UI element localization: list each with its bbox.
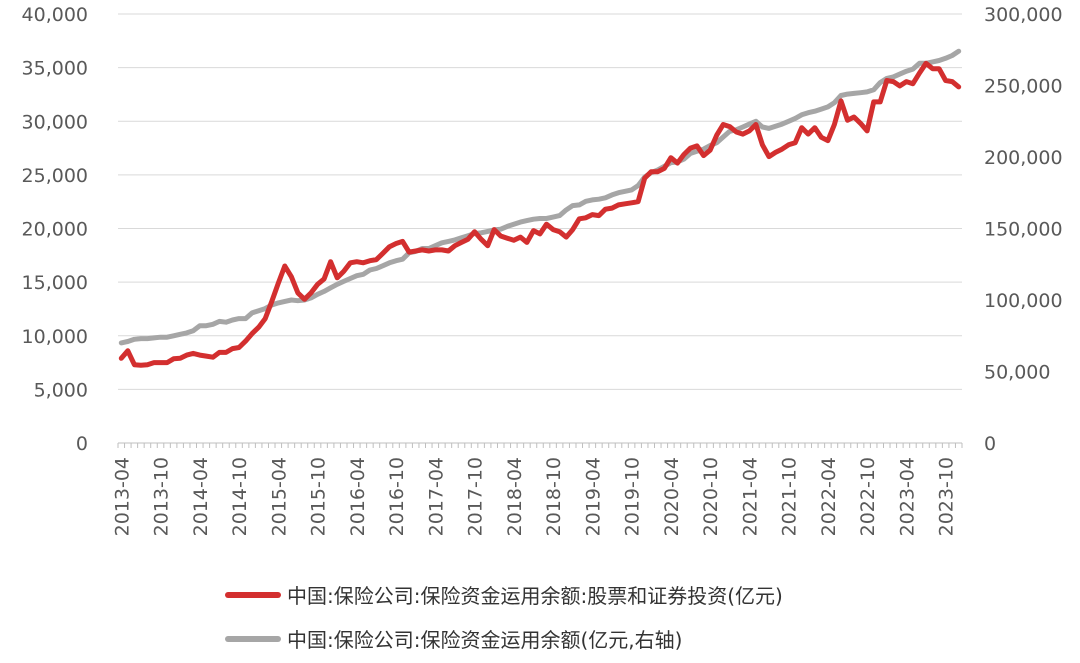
x-tick-label: 2020-10 [700,457,722,536]
gridlines [118,14,962,389]
x-axis-labels: 2013-04 2013-10 2014-04 2014-10 2015-04 2015-… [111,457,957,536]
x-tick-label: 2020-04 [661,457,683,536]
x-tick-label: 2016-04 [347,457,369,536]
left-tick-label: 5,000 [34,379,88,401]
right-axis-labels: 0 50,000 100,000 150,000 200,000 250,000 300,0… [984,4,1063,455]
x-tick-label: 2014-04 [190,457,212,536]
legend-swatch-total [225,636,281,642]
left-tick-label: 10,000 [22,326,88,348]
left-tick-label: 40,000 [22,4,88,26]
legend-label-total: 中国:保险公司:保险资金运用余额(亿元,右轴) [287,624,682,653]
left-tick-label: 20,000 [22,219,88,241]
x-tick-label: 2015-04 [268,457,290,536]
left-tick-label: 35,000 [22,58,88,80]
legend-swatch-stocks [225,592,281,598]
x-tick-label: 2017-10 [465,457,487,536]
series-lines [121,51,958,365]
x-tick-label: 2013-04 [111,457,133,536]
left-tick-label: 30,000 [22,111,88,133]
legend-item-total: 中国:保险公司:保险资金运用余额(亿元,右轴) [225,624,682,653]
right-tick-label: 100,000 [984,290,1063,312]
right-tick-label: 300,000 [984,4,1063,26]
x-tick-label: 2015-10 [308,457,330,536]
left-tick-label: 0 [76,433,88,455]
right-tick-label: 200,000 [984,147,1063,169]
left-tick-label: 15,000 [22,272,88,294]
x-tick-label: 2017-04 [425,457,447,536]
x-tick-label: 2016-10 [386,457,408,536]
legend-label-stocks: 中国:保险公司:保险资金运用余额:股票和证券投资(亿元) [287,580,783,609]
x-tick-label: 2018-04 [504,457,526,536]
x-tick-label: 2014-10 [229,457,251,536]
x-tick-label: 2018-10 [543,457,565,536]
x-tick-label: 2022-10 [857,457,879,536]
chart: 0 5,000 10,000 15,000 20,000 25,000 30,000 35,0… [0,0,1080,580]
x-tick-label: 2019-10 [622,457,644,536]
legend-item-stocks: 中国:保险公司:保险资金运用余额:股票和证券投资(亿元) [225,580,783,609]
series-line-total [121,51,958,343]
left-axis-labels: 0 5,000 10,000 15,000 20,000 25,000 30,000 35,0… [22,4,88,455]
x-tick-label: 2013-10 [151,457,173,536]
x-tick-label: 2021-10 [779,457,801,536]
x-tick-label: 2019-04 [582,457,604,536]
right-tick-label: 250,000 [984,76,1063,98]
right-tick-label: 150,000 [984,219,1063,241]
x-tick-label: 2023-10 [936,457,958,536]
x-tick-label: 2023-04 [896,457,918,536]
x-axis [118,443,962,448]
left-tick-label: 25,000 [22,165,88,187]
right-tick-label: 50,000 [984,362,1050,384]
x-tick-label: 2022-04 [818,457,840,536]
right-tick-label: 0 [984,433,996,455]
x-tick-label: 2021-04 [739,457,761,536]
